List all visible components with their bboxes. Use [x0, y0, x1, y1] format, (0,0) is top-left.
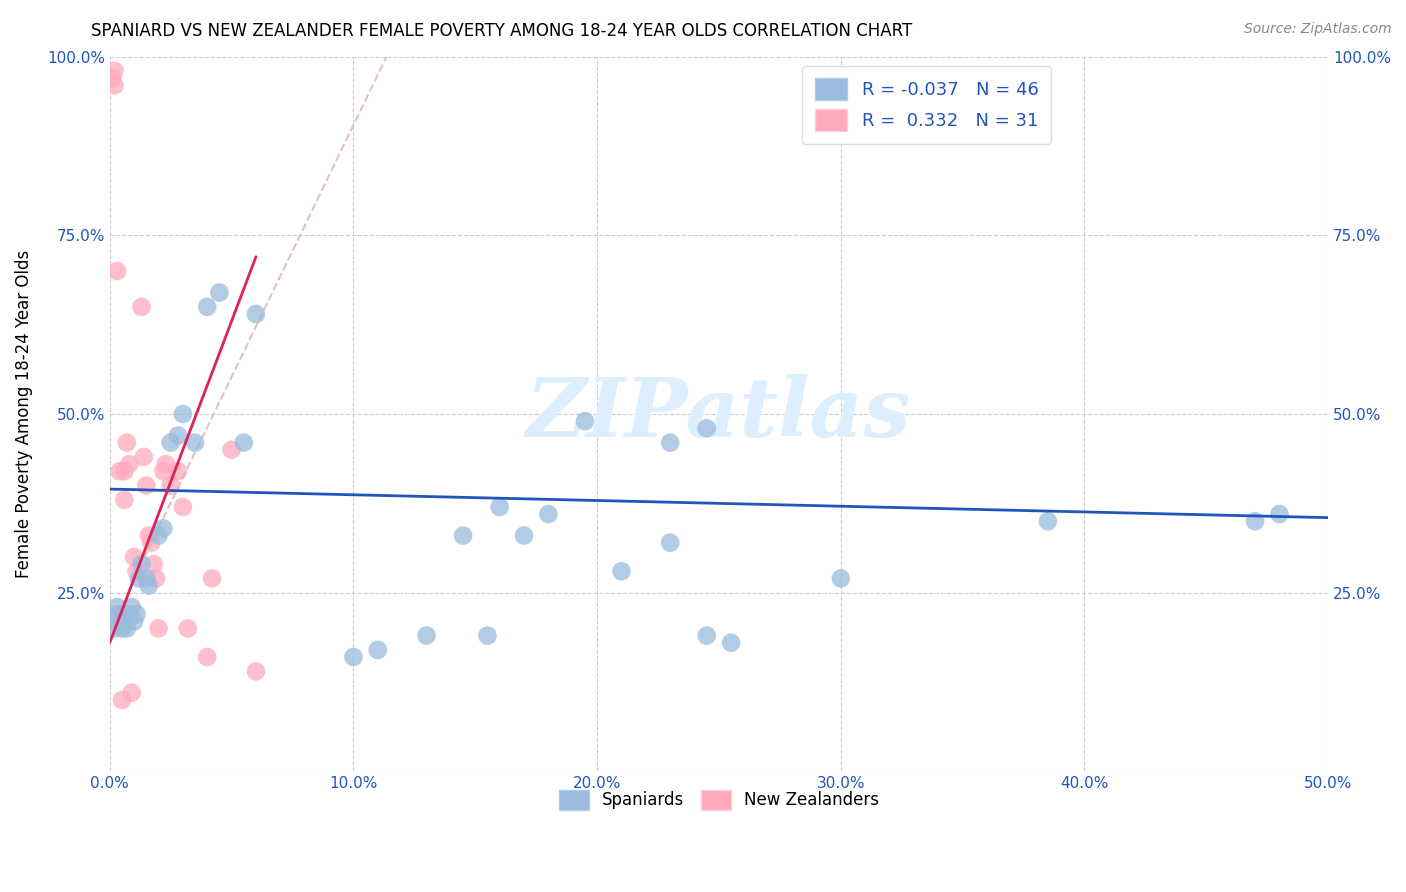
Point — [108, 607, 131, 622]
Point — [135, 571, 157, 585]
Point — [122, 549, 145, 564]
Point — [101, 71, 124, 86]
Point — [108, 464, 131, 478]
Point — [125, 607, 148, 622]
Point — [142, 557, 165, 571]
Point — [131, 300, 153, 314]
Point — [111, 615, 134, 629]
Point — [145, 571, 167, 585]
Point — [131, 557, 153, 571]
Point — [105, 264, 128, 278]
Point — [121, 686, 143, 700]
Point — [152, 521, 174, 535]
Point — [232, 435, 254, 450]
Point — [152, 464, 174, 478]
Point — [696, 421, 718, 435]
Point — [159, 478, 181, 492]
Point — [172, 500, 194, 514]
Point — [141, 535, 163, 549]
Point — [659, 435, 682, 450]
Point — [537, 507, 560, 521]
Point — [155, 457, 177, 471]
Point — [830, 571, 852, 585]
Point — [720, 636, 742, 650]
Point — [513, 528, 536, 542]
Point — [167, 428, 190, 442]
Point — [208, 285, 231, 300]
Point — [112, 492, 135, 507]
Point — [172, 407, 194, 421]
Point — [415, 629, 437, 643]
Point — [104, 622, 127, 636]
Point — [1244, 514, 1267, 528]
Point — [342, 650, 364, 665]
Point — [177, 622, 200, 636]
Point — [659, 535, 682, 549]
Point — [111, 693, 134, 707]
Text: Source: ZipAtlas.com: Source: ZipAtlas.com — [1244, 22, 1392, 37]
Point — [167, 464, 190, 478]
Point — [159, 435, 181, 450]
Point — [1036, 514, 1059, 528]
Point — [195, 300, 218, 314]
Point — [128, 571, 150, 585]
Point — [115, 622, 138, 636]
Point — [104, 78, 127, 93]
Y-axis label: Female Poverty Among 18-24 Year Olds: Female Poverty Among 18-24 Year Olds — [15, 250, 32, 578]
Point — [221, 442, 243, 457]
Point — [122, 615, 145, 629]
Point — [112, 464, 135, 478]
Point — [696, 629, 718, 643]
Point — [138, 528, 160, 542]
Point — [105, 607, 128, 622]
Point — [184, 435, 207, 450]
Point — [135, 478, 157, 492]
Point — [451, 528, 474, 542]
Legend: Spaniards, New Zealanders: Spaniards, New Zealanders — [553, 783, 886, 817]
Point — [121, 599, 143, 614]
Point — [111, 622, 134, 636]
Point — [125, 564, 148, 578]
Point — [115, 435, 138, 450]
Point — [367, 643, 389, 657]
Point — [138, 578, 160, 592]
Text: ZIPatlas: ZIPatlas — [526, 374, 911, 454]
Point — [132, 450, 155, 464]
Point — [118, 607, 141, 622]
Point — [201, 571, 224, 585]
Point — [245, 307, 267, 321]
Point — [488, 500, 510, 514]
Point — [104, 64, 127, 78]
Point — [245, 665, 267, 679]
Point — [574, 414, 596, 428]
Point — [118, 457, 141, 471]
Point — [477, 629, 499, 643]
Point — [148, 528, 170, 542]
Text: SPANIARD VS NEW ZEALANDER FEMALE POVERTY AMONG 18-24 YEAR OLDS CORRELATION CHART: SPANIARD VS NEW ZEALANDER FEMALE POVERTY… — [91, 22, 912, 40]
Point — [101, 615, 124, 629]
Point — [105, 599, 128, 614]
Point — [610, 564, 633, 578]
Point — [1268, 507, 1291, 521]
Point — [195, 650, 218, 665]
Point — [148, 622, 170, 636]
Point — [112, 615, 135, 629]
